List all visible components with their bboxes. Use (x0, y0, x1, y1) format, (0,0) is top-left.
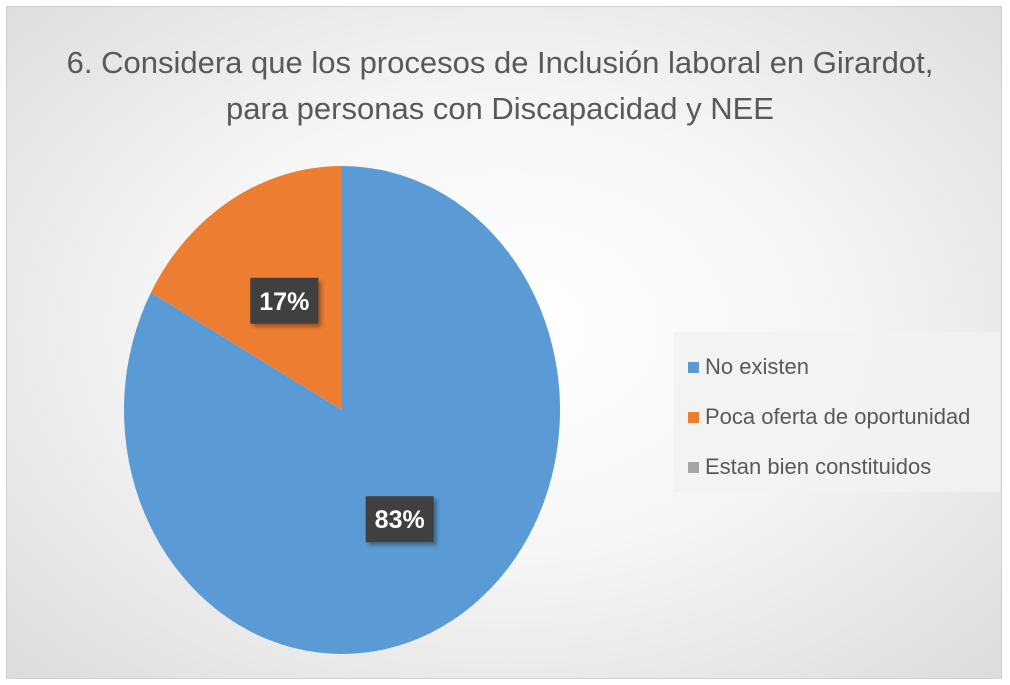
legend-swatch (688, 461, 699, 473)
slice-no-existen (124, 166, 560, 655)
data-label-box (365, 496, 434, 543)
slice-poca-oferta (150, 166, 342, 410)
data-label: 17% (250, 277, 319, 324)
chart-title: 6. Considera que los procesos de Inclusi… (66, 45, 934, 126)
legend-item-no-existen: No existen (674, 342, 1000, 392)
data-label-box (250, 277, 319, 324)
legend-label: No existen (705, 354, 809, 379)
data-label: 83% (365, 496, 434, 543)
legend-label: Estan bien constituidos (705, 454, 932, 479)
data-label-text: 83% (375, 506, 425, 534)
legend: No existen Poca oferta de oportunidad Es… (674, 332, 1000, 492)
legend-label: Poca oferta de oportunidad (705, 404, 971, 429)
data-label-text: 17% (259, 288, 309, 316)
legend-item-estan-bien: Estan bien constituidos (674, 442, 1000, 492)
legend-swatch (688, 411, 699, 423)
legend-item-poca-oferta: Poca oferta de oportunidad (674, 392, 1000, 442)
legend-swatch (688, 361, 699, 373)
